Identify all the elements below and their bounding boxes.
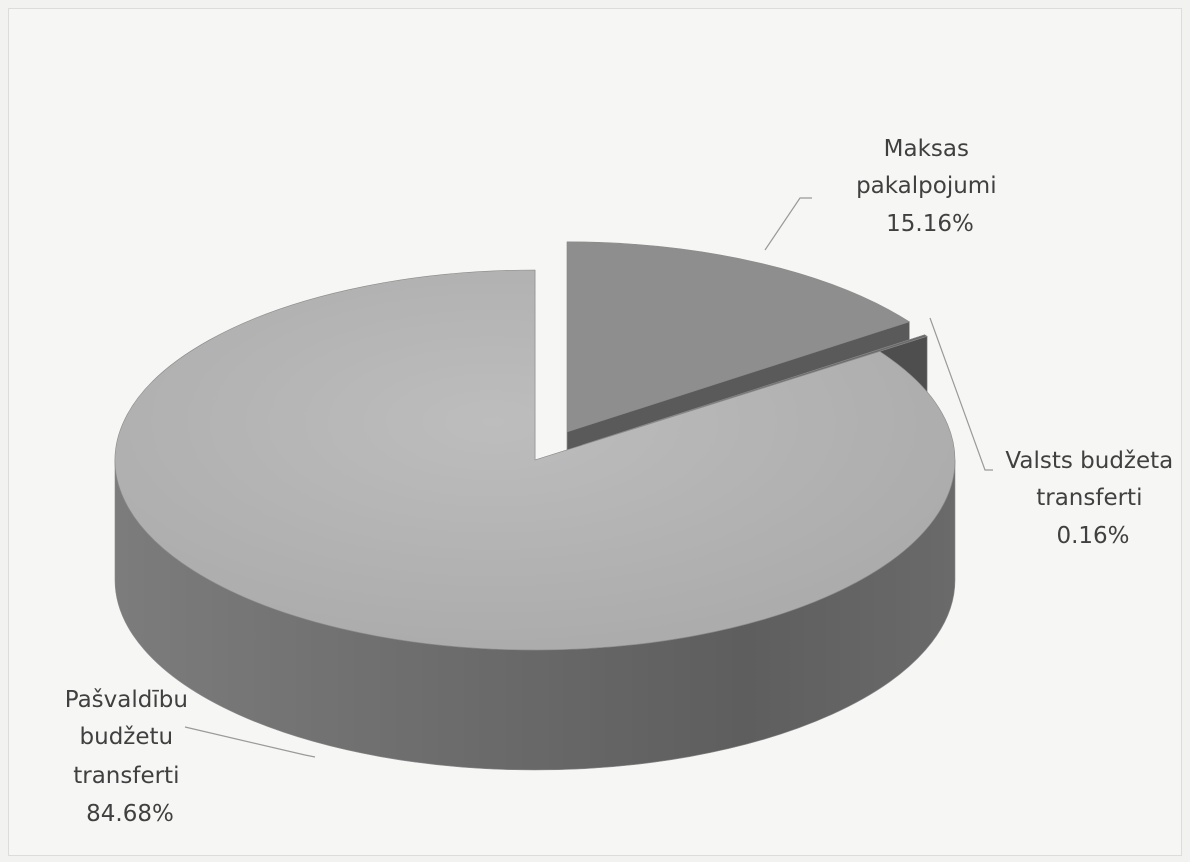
slice-label-pasvaldibu: Pašvaldību budžetu transferti 84.68% — [65, 687, 196, 827]
slice-pasvaldibu-top — [114, 269, 956, 651]
leader-line-maksas — [764, 197, 812, 251]
slice-maksas-top — [566, 241, 911, 433]
leader-line-pasvaldibu — [184, 726, 316, 758]
slice-valsts-top — [582, 334, 928, 446]
slice-label-valsts: Valsts budžeta transferti 0.16% — [1005, 448, 1180, 549]
slice-label-maksas: Maksas pakalpojumi 15.16% — [856, 136, 1004, 237]
leader-line-valsts — [929, 317, 993, 471]
